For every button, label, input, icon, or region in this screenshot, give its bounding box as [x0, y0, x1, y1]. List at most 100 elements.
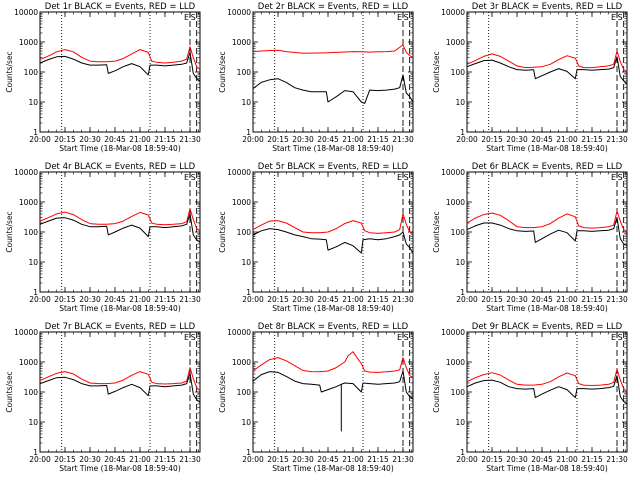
- plot-frame: [39, 331, 201, 453]
- x-tick-label: 21:15: [581, 455, 603, 464]
- lld-series-line: [39, 367, 201, 392]
- y-axis-label: Counts/sec: [5, 51, 14, 92]
- y-tick-label: 10: [455, 258, 465, 267]
- x-tick-label: 20:00: [29, 135, 51, 144]
- events-series-line: [252, 370, 414, 432]
- y-axis-label: Counts/sec: [432, 371, 441, 412]
- x-tick-label: 21:30: [606, 135, 628, 144]
- x-tick-label: 20:15: [481, 455, 503, 464]
- y-axis-label: Counts/sec: [218, 211, 227, 252]
- y-tick-label: 1000: [232, 198, 251, 207]
- lld-series-line: [466, 50, 628, 73]
- marker-label-e: E: [611, 333, 616, 342]
- panel-title: Det 5r BLACK = Events, RED = LLD: [258, 162, 409, 172]
- x-tick-label: 21:15: [367, 135, 389, 144]
- events-series-line: [466, 56, 628, 85]
- y-tick-label: 1: [33, 448, 38, 457]
- y-tick-label: 10: [241, 258, 251, 267]
- y-tick-label: 10000: [441, 8, 465, 17]
- detector-panel-3: Det 3r BLACK = Events, RED = LLD 1 10 100 10…: [432, 2, 628, 153]
- y-tick-label: 10: [28, 258, 38, 267]
- x-tick-label: 20:00: [29, 295, 51, 304]
- y-tick-label: 1000: [19, 38, 38, 47]
- lld-series-line: [466, 368, 628, 393]
- detector-panel-6: Det 6r BLACK = Events, RED = LLD 1 10 100 10…: [432, 162, 628, 313]
- y-tick-label: 10: [241, 98, 251, 107]
- x-tick-label: 20:45: [104, 295, 126, 304]
- x-tick-label: 20:30: [79, 455, 101, 464]
- y-tick-label: 1000: [446, 198, 465, 207]
- marker-label-e: E: [184, 173, 189, 182]
- x-tick-label: 20:30: [292, 135, 314, 144]
- marker-label-s: S: [191, 13, 196, 22]
- panel-title: Det 3r BLACK = Events, RED = LLD: [472, 2, 623, 12]
- y-tick-label: 100: [451, 388, 466, 397]
- y-tick-label: 1: [460, 288, 465, 297]
- x-tick-label: 20:45: [317, 135, 339, 144]
- x-tick-label: 21:15: [154, 135, 176, 144]
- x-axis-label: Start Time (18-Mar-08 18:59:40): [486, 144, 608, 153]
- plot-frame: [39, 11, 201, 133]
- x-tick-label: 20:15: [267, 135, 289, 144]
- x-tick-label: 20:45: [317, 295, 339, 304]
- y-tick-label: 10000: [14, 8, 38, 17]
- y-tick-label: 10000: [14, 168, 38, 177]
- x-tick-label: 21:30: [392, 455, 414, 464]
- events-series-line: [252, 74, 414, 104]
- y-axis-label: Counts/sec: [432, 51, 441, 92]
- x-tick-label: 21:00: [129, 295, 151, 304]
- x-tick-label: 20:45: [531, 135, 553, 144]
- marker-label-s: S: [191, 333, 196, 342]
- y-axis-label: Counts/sec: [5, 371, 14, 412]
- x-tick-label: 20:15: [481, 295, 503, 304]
- x-tick-label: 20:15: [54, 295, 76, 304]
- marker-label-s: S: [618, 333, 623, 342]
- x-tick-label: 20:15: [54, 455, 76, 464]
- marker-label-s: S: [191, 173, 196, 182]
- lld-series-line: [252, 213, 414, 234]
- plot-frame: [466, 171, 628, 293]
- marker-label-e: E: [397, 13, 402, 22]
- x-tick-label: 21:15: [581, 135, 603, 144]
- y-axis-label: Counts/sec: [5, 211, 14, 252]
- x-tick-label: 21:30: [392, 135, 414, 144]
- panel-title: Det 6r BLACK = Events, RED = LLD: [472, 162, 623, 172]
- detector-panel-7: Det 7r BLACK = Events, RED = LLD 1 10 100 10…: [5, 322, 201, 473]
- detector-panel-5: Det 5r BLACK = Events, RED = LLD 1 10 100 10…: [218, 162, 414, 313]
- marker-label-s: S: [404, 333, 409, 342]
- x-tick-label: 21:30: [606, 455, 628, 464]
- x-tick-label: 20:15: [54, 135, 76, 144]
- y-tick-label: 1: [33, 128, 38, 137]
- x-tick-label: 21:15: [581, 295, 603, 304]
- marker-label-s: S: [618, 13, 623, 22]
- panel-title: Det 7r BLACK = Events, RED = LLD: [45, 322, 196, 332]
- x-tick-label: 20:30: [79, 135, 101, 144]
- y-axis-label: Counts/sec: [432, 211, 441, 252]
- y-tick-label: 1000: [446, 358, 465, 367]
- events-series-line: [252, 228, 414, 254]
- x-tick-label: 21:00: [129, 455, 151, 464]
- lld-series-line: [252, 44, 414, 59]
- y-tick-label: 1: [33, 288, 38, 297]
- y-tick-label: 1000: [232, 358, 251, 367]
- y-tick-label: 10: [28, 418, 38, 427]
- plot-frame: [466, 11, 628, 133]
- plot-frame: [39, 171, 201, 293]
- y-tick-label: 10000: [14, 328, 38, 337]
- y-tick-label: 1: [246, 448, 251, 457]
- x-tick-label: 20:45: [104, 135, 126, 144]
- y-tick-label: 10000: [441, 328, 465, 337]
- y-tick-label: 100: [24, 228, 39, 237]
- plot-frame: [252, 331, 414, 453]
- y-tick-label: 1: [246, 288, 251, 297]
- x-tick-label: 20:45: [531, 455, 553, 464]
- x-tick-label: 20:15: [267, 295, 289, 304]
- x-tick-label: 20:00: [29, 455, 51, 464]
- x-tick-label: 20:30: [506, 455, 528, 464]
- y-tick-label: 100: [237, 388, 252, 397]
- y-tick-label: 100: [24, 388, 39, 397]
- x-axis-label: Start Time (18-Mar-08 18:59:40): [272, 144, 394, 153]
- x-tick-label: 20:45: [531, 295, 553, 304]
- marker-label-e: E: [611, 13, 616, 22]
- x-axis-label: Start Time (18-Mar-08 18:59:40): [59, 464, 181, 473]
